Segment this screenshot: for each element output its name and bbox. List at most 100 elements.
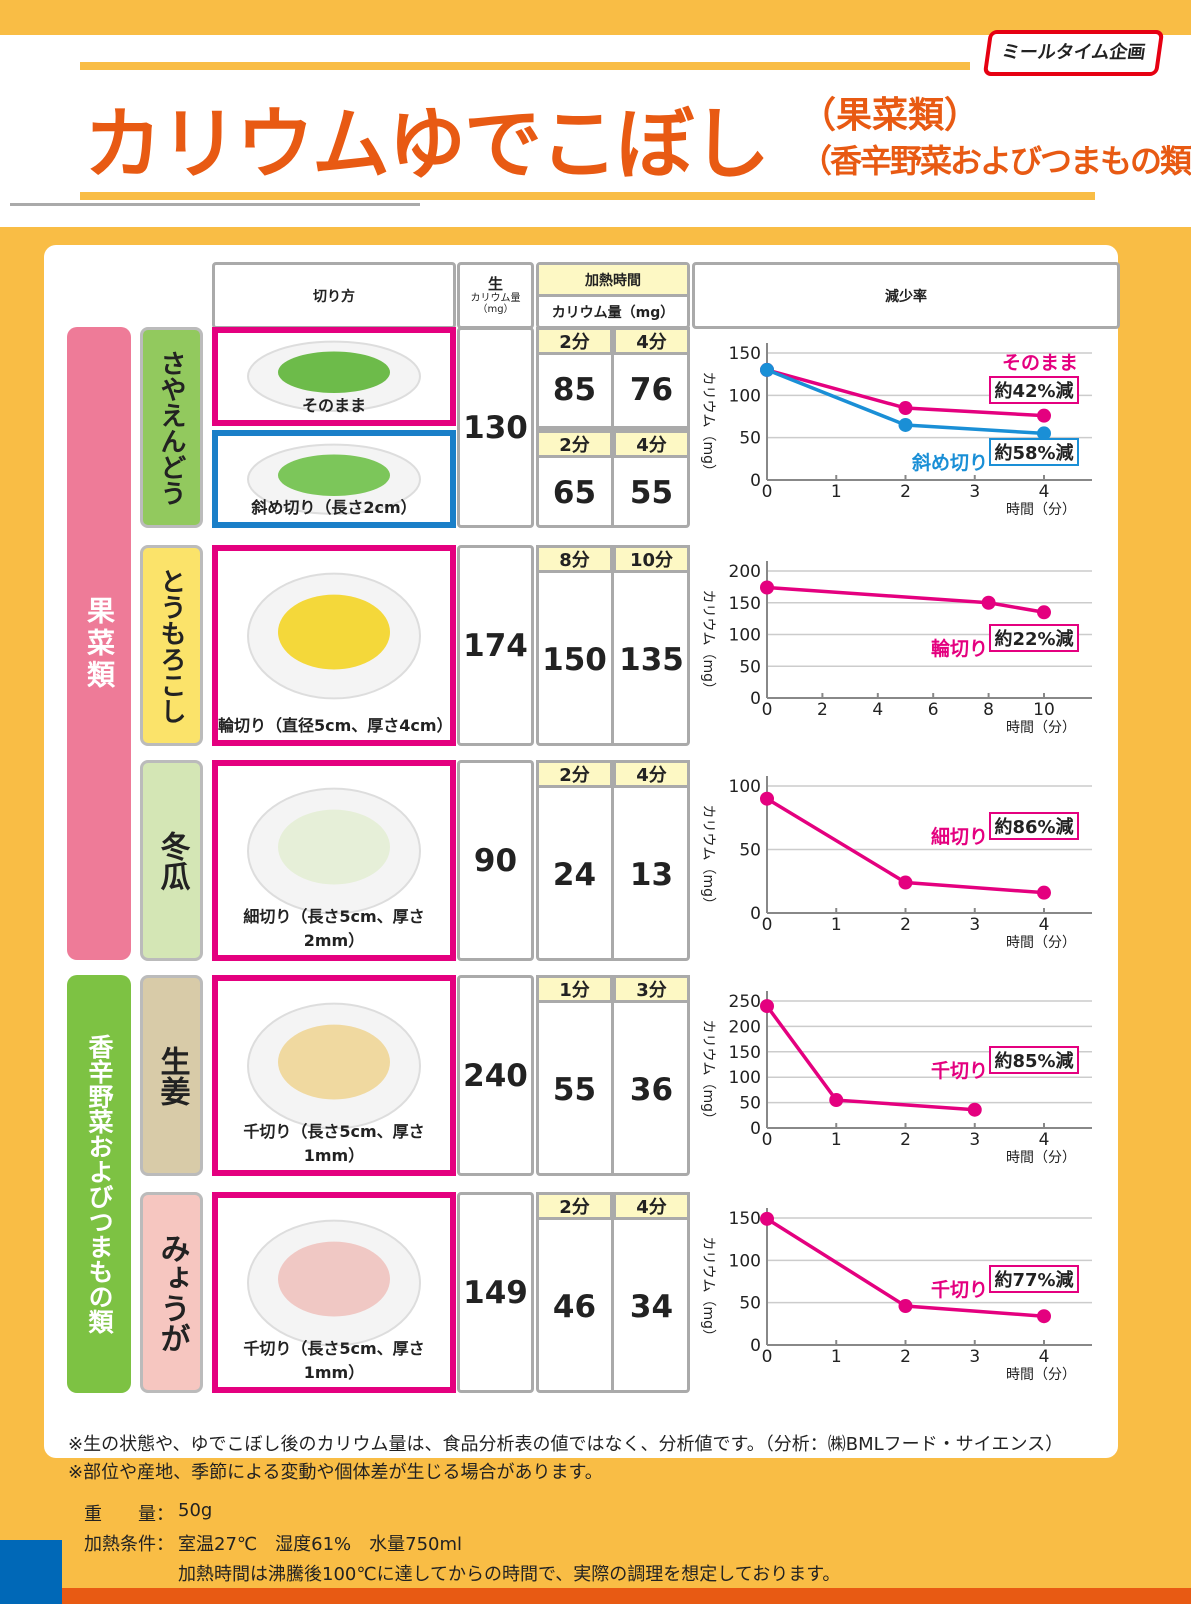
y-tick-label: 250 — [729, 992, 761, 1012]
data-point — [967, 1102, 982, 1117]
y-axis-label: カリウム（mg） — [700, 1237, 716, 1344]
y-tick-label: 50 — [739, 657, 761, 677]
heating-time: 4分 — [613, 429, 690, 458]
vegetable-label: さやえんどう — [140, 327, 203, 528]
y-tick-label: 200 — [729, 562, 761, 582]
data-point — [898, 1299, 913, 1314]
y-tick-label: 50 — [739, 841, 761, 861]
x-tick-label: 2 — [900, 1130, 911, 1150]
heated-potassium: 85 — [552, 372, 597, 409]
y-tick-label: 200 — [729, 1017, 761, 1037]
series-label: 千切り — [931, 1279, 988, 1301]
y-tick-label: 0 — [750, 471, 761, 491]
data-point — [760, 999, 774, 1014]
cell-divider — [611, 545, 614, 746]
heated-potassium: 46 — [552, 1288, 597, 1325]
category-spice-vegetables: 香辛野菜およびつまもの類 — [67, 975, 131, 1393]
x-tick-label: 8 — [983, 700, 994, 720]
x-tick-label: 0 — [762, 915, 773, 935]
header-reduction-label: 減少率 — [885, 288, 927, 305]
weight-value: 50g — [178, 1500, 213, 1521]
raw-potassium: 130 — [457, 327, 534, 528]
reduction-badge-text: 約58%減 — [994, 442, 1073, 464]
plate-illustration — [247, 340, 421, 412]
x-tick-label: 4 — [1039, 1347, 1050, 1367]
x-tick-label: 1 — [831, 1130, 842, 1150]
title-rule-top — [80, 62, 970, 70]
y-axis-label: カリウム（mg） — [700, 372, 716, 479]
plate-illustration — [247, 1002, 421, 1130]
raw-potassium: 149 — [457, 1192, 534, 1393]
note-1: ※生の状態や、ゆでこぼし後のカリウム量は、食品分析表の値ではなく、分析値です。（… — [68, 1434, 1064, 1455]
top-band — [0, 0, 1191, 35]
y-tick-label: 100 — [729, 386, 761, 406]
x-tick-label: 4 — [1039, 1130, 1050, 1150]
plate-illustration — [247, 443, 421, 515]
y-tick-label: 100 — [729, 1068, 761, 1088]
food-photo: 細切り（長さ5cm、厚さ2mm） — [212, 760, 456, 961]
series-line — [766, 585, 1045, 614]
x-tick-label: 4 — [872, 700, 883, 720]
brand-logo: ミールタイム企画 — [982, 30, 1165, 76]
header-heat-sub: カリウム量（mg） — [551, 304, 675, 321]
vegetable-label: とうもろこし — [140, 545, 203, 746]
data-point — [760, 362, 774, 377]
heated-potassium: 36 — [629, 1071, 674, 1108]
y-tick-label: 150 — [729, 1043, 761, 1063]
food-photo: 千切り（長さ5cm、厚さ1mm） — [212, 975, 456, 1176]
reduction-chart: 0 50 100 150 0 1 2 3 4 時間（分） カリウム（mg） 千切り 約77%減 — [692, 1192, 1120, 1407]
data-point — [1037, 408, 1051, 423]
chart-svg: 0 50 100 0 1 2 3 4時間（分） カリウム（mg） 細切り 約86%減 — [700, 776, 1092, 951]
y-tick-label: 100 — [729, 1251, 761, 1271]
header-raw: 生 カリウム量 （mg） — [457, 262, 534, 329]
y-tick-label: 50 — [739, 429, 761, 449]
food — [278, 594, 390, 670]
heating-time: 1分 — [536, 975, 613, 1003]
heating-time: 8分 — [536, 545, 613, 573]
heat-value: 室温27℃ 湿度61% 水量750ml — [178, 1534, 463, 1555]
reduction-badge-text: 約42%減 — [994, 380, 1073, 402]
header-heat-label: 加熱時間 — [539, 265, 687, 297]
chart-bottom-rule — [10, 203, 420, 206]
data-point — [898, 417, 913, 432]
x-tick-label: 2 — [900, 482, 911, 502]
reduction-badge — [989, 1046, 1079, 1074]
heat-note: 加熱時間は沸騰後100℃に達してからの時間で、実際の調理を想定しております。 — [178, 1564, 841, 1585]
x-tick-label: 0 — [762, 482, 773, 502]
data-point — [1037, 885, 1051, 900]
weight-label: 重 量： — [84, 1504, 174, 1525]
x-axis-label: 時間（分） — [1006, 935, 1076, 951]
x-tick-label: 3 — [969, 482, 980, 502]
cell-divider — [611, 1192, 614, 1393]
heating-time: 2分 — [536, 327, 613, 355]
heated-potassium: 76 — [629, 372, 674, 409]
series-label: 斜め切り — [911, 451, 988, 474]
bottom-band — [0, 1588, 1191, 1604]
reduction-badge-text: 約85%減 — [994, 1050, 1073, 1072]
y-axis-label: カリウム（mg） — [700, 1020, 716, 1127]
heated-potassium: 24 — [552, 856, 597, 893]
x-tick-label: 2 — [817, 700, 828, 720]
y-axis-label: カリウム（mg） — [700, 805, 716, 912]
heating-time: 3分 — [613, 975, 690, 1003]
x-axis-label: 時間（分） — [1006, 502, 1076, 518]
page-subtitle-2: （香辛野菜およびつまもの類） — [800, 142, 1191, 180]
reduction-badge — [989, 438, 1079, 466]
food — [278, 1024, 390, 1100]
set-divider — [536, 425, 690, 430]
photo-caption: 千切り（長さ5cm、厚さ1mm） — [243, 1339, 425, 1382]
header-raw-unit: （mg） — [477, 303, 514, 315]
x-tick-label: 4 — [1039, 915, 1050, 935]
x-tick-label: 2 — [900, 1347, 911, 1367]
y-tick-label: 0 — [750, 1336, 761, 1356]
photo-caption: 千切り（長さ5cm、厚さ1mm） — [243, 1122, 425, 1165]
x-tick-label: 4 — [1039, 482, 1050, 502]
food-photo: そのまま — [212, 327, 456, 426]
raw-potassium: 174 — [457, 545, 534, 746]
food — [278, 809, 390, 885]
photo-caption: 細切り（長さ5cm、厚さ2mm） — [243, 907, 425, 950]
reduction-badge — [989, 624, 1079, 652]
y-tick-label: 50 — [739, 1094, 761, 1114]
chart-svg: 0 50 100 150 0 1 2 3 4時間（分） カリウム（mg） そのまま約42%減斜め切り… — [700, 343, 1092, 518]
photo-caption: そのまま — [301, 395, 366, 415]
